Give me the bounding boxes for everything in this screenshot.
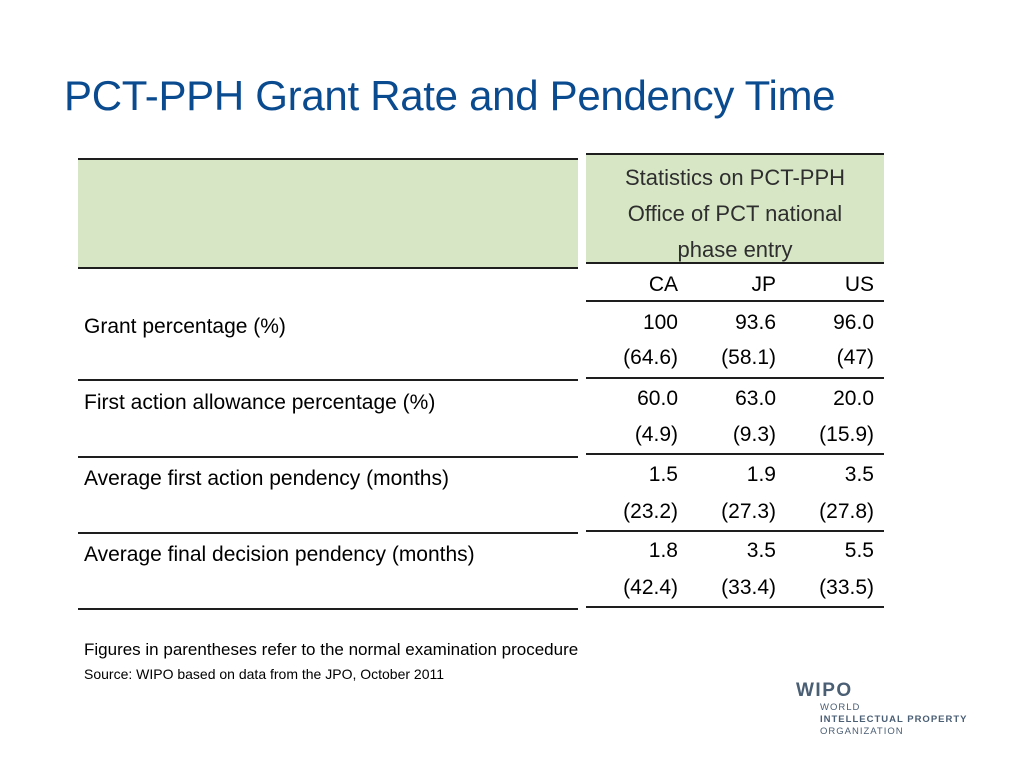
rule-left-row3 [78, 532, 578, 534]
cell-ca-value: 60.0 [637, 387, 678, 410]
cell-us-value: 5.5 [844, 539, 874, 562]
rule-right-top [586, 153, 884, 155]
cell-jp-normal: (9.3) [732, 423, 776, 446]
cell-jp-value: 63.0 [735, 387, 776, 410]
row-label-grant-percentage: Grant percentage (%) [84, 315, 286, 338]
source-line: Source: WIPO based on data from the JPO,… [84, 666, 445, 682]
rule-right-row3 [586, 530, 884, 532]
footnote: Figures in parentheses refer to the norm… [84, 640, 579, 659]
rule-left-row2 [78, 456, 578, 458]
slide-title: PCT-PPH Grant Rate and Pendency Time [64, 72, 836, 119]
row-label-final-decision-pendency: Average final decision pendency (months) [84, 543, 475, 566]
column-header-jp: JP [751, 273, 776, 296]
cell-jp-normal: (58.1) [721, 346, 776, 369]
cell-jp-value: 1.9 [746, 463, 776, 486]
cell-jp-normal: (33.4) [721, 576, 776, 599]
cell-us-value: 20.0 [833, 387, 874, 410]
logo-line-1: WORLD [820, 702, 861, 713]
cell-ca-normal: (42.4) [623, 576, 678, 599]
cell-jp-normal: (27.3) [721, 500, 776, 523]
right-header-shading [586, 155, 884, 263]
rule-right-columns-bottom [586, 300, 884, 302]
rule-left-top [78, 158, 578, 160]
cell-ca-value: 1.8 [648, 539, 678, 562]
logo-line-2: INTELLECTUAL PROPERTY [820, 714, 968, 725]
rule-right-row1 [586, 377, 884, 379]
rule-right-row2 [586, 453, 884, 455]
rule-right-header-bottom [586, 262, 884, 264]
cell-ca-normal: (64.6) [623, 346, 678, 369]
logo-line-3: ORGANIZATION [820, 726, 904, 737]
rule-left-header-bottom [78, 267, 578, 269]
cell-us-value: 3.5 [844, 463, 874, 486]
wipo-logo: WIPO WORLD INTELLECTUAL PROPERTY ORGANIZ… [796, 680, 968, 738]
logo-subtitle: WORLD INTELLECTUAL PROPERTY ORGANIZATION [820, 702, 968, 738]
cell-us-value: 96.0 [833, 311, 874, 334]
rule-right-bottom [586, 606, 884, 608]
cell-jp-value: 93.6 [735, 311, 776, 334]
cell-ca-normal: (23.2) [623, 500, 678, 523]
column-header-ca: CA [648, 273, 678, 296]
rule-left-row1 [78, 379, 578, 381]
rule-left-bottom [78, 608, 578, 610]
cell-ca-normal: (4.9) [634, 423, 678, 446]
cell-ca-value: 1.5 [648, 463, 678, 486]
header-line-1: Statistics on PCT-PPH [624, 165, 846, 190]
row-label-first-action-allowance: First action allowance percentage (%) [84, 391, 436, 414]
cell-us-normal: (33.5) [819, 576, 874, 599]
column-header-us: US [844, 273, 874, 296]
cell-us-normal: (27.8) [819, 500, 874, 523]
row-label-first-action-pendency: Average first action pendency (months) [84, 467, 449, 490]
logo-wordmark: WIPO [796, 680, 853, 701]
header-line-3: phase entry [677, 237, 793, 262]
cell-ca-value: 100 [642, 311, 678, 334]
cell-jp-value: 3.5 [746, 539, 776, 562]
table-header-title: Statistics on PCT-PPH Office of PCT nati… [588, 160, 882, 268]
cell-us-normal: (47) [836, 346, 874, 369]
cell-us-normal: (15.9) [819, 423, 874, 446]
left-header-shading [78, 160, 578, 268]
header-line-2: Office of PCT national [627, 201, 843, 226]
